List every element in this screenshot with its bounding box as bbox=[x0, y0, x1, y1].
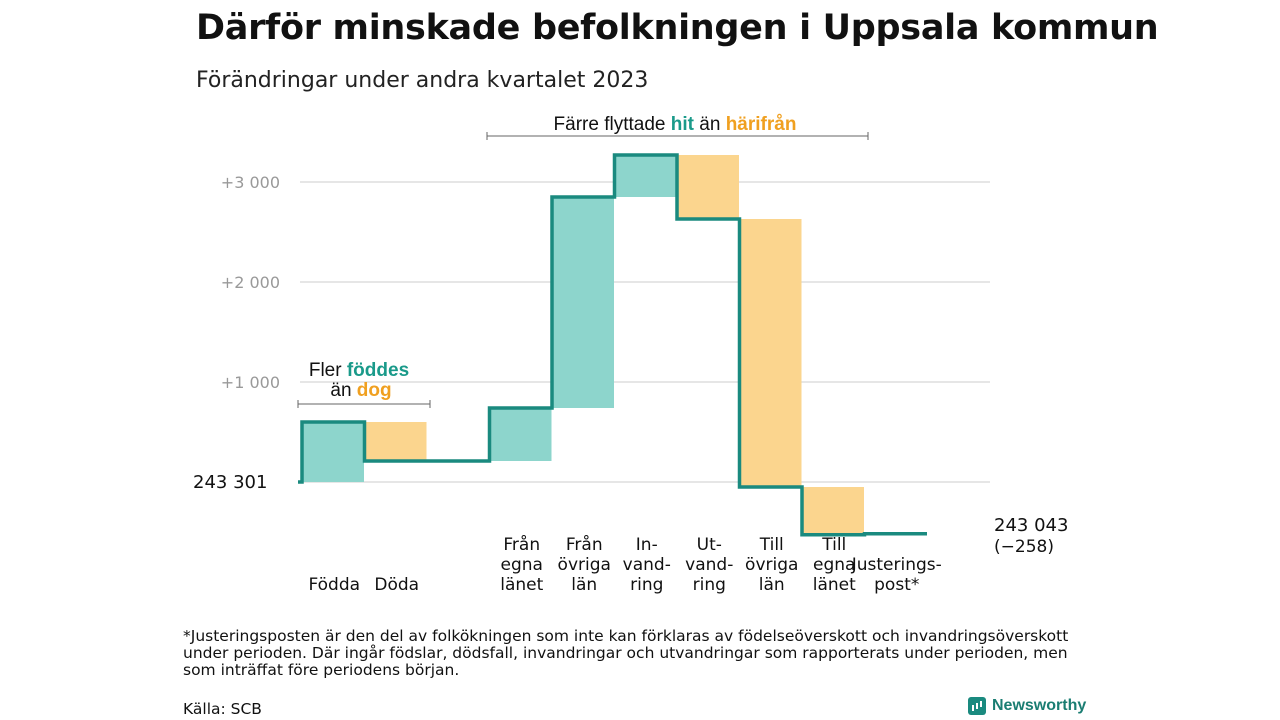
category-label: länet bbox=[813, 575, 856, 595]
annotation-part: än bbox=[330, 380, 356, 401]
category-label: ring bbox=[630, 575, 663, 595]
left-annotation-line1: Fler föddes bbox=[309, 360, 409, 381]
waterfall-bar bbox=[615, 155, 677, 197]
left-annotation-line2: än dog bbox=[330, 380, 391, 401]
start-value-label: 243 301 bbox=[193, 472, 267, 493]
category-label: län bbox=[759, 575, 785, 595]
brand-name: Newsworthy bbox=[992, 697, 1087, 714]
category-label: Till bbox=[821, 535, 846, 555]
end-value-label: 243 043 bbox=[994, 515, 1068, 536]
annotation-part: föddes bbox=[347, 360, 409, 381]
end-change-label: (−258) bbox=[994, 537, 1054, 557]
category-label: egna bbox=[813, 555, 855, 575]
source-note: Källa: SCB bbox=[183, 700, 262, 718]
annotation-part: än bbox=[694, 114, 726, 135]
category-label: övriga bbox=[558, 555, 611, 575]
top-annotation: Färre flyttade hit än härifrån bbox=[554, 114, 797, 135]
category-label: Från bbox=[503, 534, 540, 555]
waterfall-bar bbox=[803, 487, 864, 535]
waterfall-bar bbox=[365, 422, 427, 461]
y-tick-label: +3 000 bbox=[221, 173, 280, 192]
annotation-part: dog bbox=[357, 380, 392, 401]
category-label: Födda bbox=[308, 575, 360, 595]
annotation-part: Färre flyttade bbox=[554, 114, 671, 135]
category-label: Ut- bbox=[697, 535, 722, 555]
y-tick-label: +1 000 bbox=[221, 373, 280, 392]
category-label: vand- bbox=[623, 555, 671, 575]
category-label: län bbox=[571, 575, 597, 595]
waterfall-bar bbox=[303, 422, 364, 482]
cumulative-step-line bbox=[298, 153, 927, 537]
chart-title: Därför minskade befolkningen i Uppsala k… bbox=[196, 8, 1159, 48]
category-label: ring bbox=[693, 575, 726, 595]
waterfall-bar bbox=[740, 219, 802, 487]
category-label: egna bbox=[501, 555, 543, 575]
chart-subtitle: Förändringar under andra kvartalet 2023 bbox=[196, 68, 649, 93]
y-tick-label: +2 000 bbox=[221, 273, 280, 292]
waterfall-bar bbox=[678, 155, 739, 219]
category-label: In- bbox=[636, 535, 658, 555]
category-label: vand- bbox=[685, 555, 733, 575]
annotation-part: härifrån bbox=[726, 114, 797, 135]
category-label: Döda bbox=[374, 575, 419, 595]
waterfall-bar bbox=[490, 408, 552, 461]
brand-logo: Newsworthy bbox=[968, 697, 1086, 715]
chart-icon bbox=[968, 697, 986, 715]
category-label: Till bbox=[759, 535, 784, 555]
footnote: *Justeringsposten är den del av folkökni… bbox=[183, 627, 1069, 679]
category-label: post* bbox=[874, 575, 919, 595]
category-label: övriga bbox=[745, 555, 798, 575]
annotation-part: Fler bbox=[309, 360, 347, 381]
waterfall-bar bbox=[553, 197, 614, 408]
category-label: Från bbox=[566, 534, 603, 555]
category-label: Justerings- bbox=[851, 555, 942, 575]
annotation-part: hit bbox=[671, 114, 695, 135]
category-label: länet bbox=[500, 575, 543, 595]
